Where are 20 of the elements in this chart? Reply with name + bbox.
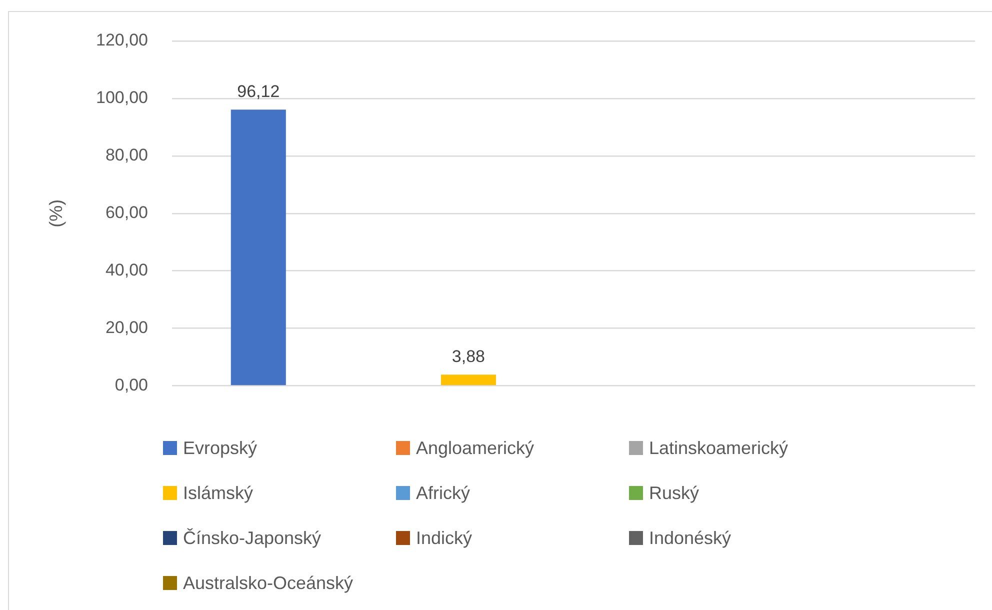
legend-label: Australsko-Oceánský bbox=[183, 572, 354, 594]
y-axis-title: (%) bbox=[46, 199, 66, 228]
y-tick-label: 0,00 bbox=[114, 375, 148, 394]
data-label: 96,12 bbox=[237, 82, 280, 101]
legend-label: Ruský bbox=[649, 482, 700, 504]
legend-label: Indický bbox=[416, 528, 472, 548]
y-tick-label: 20,00 bbox=[105, 318, 148, 338]
legend-label: Angloamerický bbox=[416, 438, 534, 458]
legend-label: Evropský bbox=[183, 438, 258, 458]
legend-label: Africký bbox=[416, 482, 470, 504]
data-label: 3,88 bbox=[452, 346, 486, 366]
y-tick-label: 60,00 bbox=[105, 203, 148, 222]
legend-label: Čínsko-Japonský bbox=[183, 528, 322, 548]
y-tick-label: 120,00 bbox=[96, 30, 148, 50]
legend-label: Latinskoamerický bbox=[649, 438, 788, 458]
legend-label: Indonéský bbox=[649, 528, 732, 548]
y-tick-label: 100,00 bbox=[96, 88, 148, 108]
legend-label: Islámský bbox=[183, 482, 254, 504]
y-tick-label: 80,00 bbox=[105, 146, 148, 165]
y-tick-label: 40,00 bbox=[105, 260, 148, 280]
